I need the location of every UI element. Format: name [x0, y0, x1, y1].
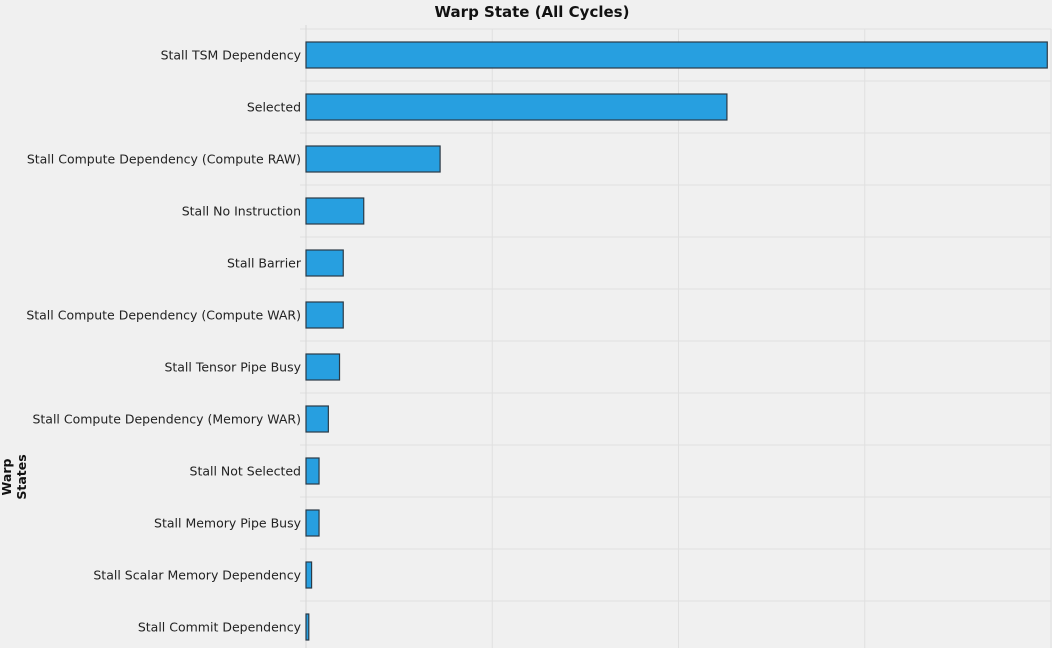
bar [305, 457, 320, 485]
category-label: Stall Compute Dependency (Compute RAW) [27, 152, 301, 167]
bar [305, 613, 310, 641]
bar [305, 93, 728, 121]
bar [305, 561, 313, 589]
category-label: Selected [247, 100, 301, 115]
bar [305, 41, 1048, 69]
chart-title: Warp State (All Cycles) [434, 3, 630, 21]
category-label: Stall Memory Pipe Busy [154, 516, 302, 531]
bar [305, 249, 344, 277]
category-label: Stall Scalar Memory Dependency [93, 568, 301, 583]
bar [305, 353, 341, 381]
category-label: Stall Compute Dependency (Memory WAR) [32, 412, 301, 427]
category-label: Stall No Instruction [182, 204, 301, 219]
bar [305, 301, 344, 329]
category-label: Stall Barrier [227, 256, 302, 271]
category-label: Stall TSM Dependency [161, 48, 302, 63]
bar [305, 145, 441, 173]
bar [305, 405, 329, 433]
category-label: Stall Compute Dependency (Compute WAR) [26, 308, 301, 323]
category-label: Stall Not Selected [190, 464, 301, 479]
category-label: Stall Commit Dependency [138, 620, 302, 635]
bar [305, 197, 365, 225]
category-label: Stall Tensor Pipe Busy [164, 360, 301, 375]
bar [305, 509, 320, 537]
